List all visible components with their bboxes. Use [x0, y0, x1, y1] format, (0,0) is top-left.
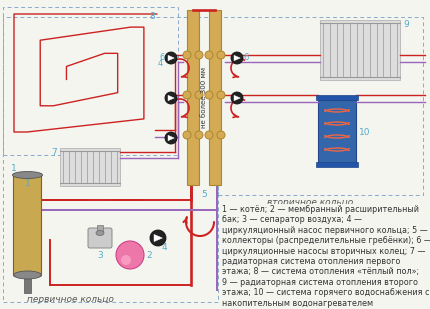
Circle shape [205, 91, 213, 99]
Polygon shape [234, 95, 240, 101]
Polygon shape [168, 95, 174, 101]
Text: 7: 7 [51, 148, 57, 157]
Bar [187, 10, 199, 185]
Circle shape [205, 51, 213, 59]
Bar [316, 162, 358, 167]
Circle shape [231, 92, 243, 104]
Text: 1: 1 [25, 179, 31, 188]
Circle shape [165, 132, 177, 144]
Circle shape [165, 52, 177, 64]
Bar [60, 148, 120, 186]
Circle shape [195, 91, 203, 99]
Circle shape [116, 241, 144, 269]
Bar [3, 7, 178, 155]
FancyBboxPatch shape [88, 228, 112, 248]
Text: 3: 3 [97, 251, 103, 260]
Text: 4: 4 [158, 59, 163, 68]
Polygon shape [168, 55, 174, 61]
Circle shape [231, 52, 243, 64]
Circle shape [217, 51, 225, 59]
Bar [209, 10, 221, 185]
Bar [97, 225, 103, 233]
Text: вторичное кольцо: вторичное кольцо [267, 198, 353, 207]
Circle shape [217, 91, 225, 99]
Text: 5: 5 [201, 190, 207, 199]
Bar [3, 17, 218, 302]
Text: 8: 8 [149, 12, 155, 21]
Text: не более 300 мм: не более 300 мм [201, 67, 207, 128]
Text: 9: 9 [403, 20, 409, 29]
Text: первичное кольцо: первичное кольцо [27, 295, 114, 304]
Circle shape [121, 255, 131, 265]
Text: 6: 6 [243, 53, 249, 62]
Ellipse shape [96, 231, 104, 235]
Circle shape [195, 51, 203, 59]
Bar [316, 95, 358, 100]
Polygon shape [234, 55, 240, 61]
Text: 4: 4 [162, 243, 168, 252]
Ellipse shape [14, 271, 41, 279]
Text: 2: 2 [146, 251, 152, 260]
Text: 6: 6 [160, 53, 165, 62]
Circle shape [205, 131, 213, 139]
FancyBboxPatch shape [13, 173, 42, 277]
Bar [218, 17, 423, 195]
Text: 1 — котёл; 2 — мембранный расширительный
бак; 3 — сепаратор воздуха; 4 —
циркуля: 1 — котёл; 2 — мембранный расширительный… [222, 205, 430, 307]
Bar [24, 275, 31, 293]
Ellipse shape [12, 171, 43, 179]
Text: 10: 10 [359, 128, 371, 137]
Circle shape [183, 131, 191, 139]
Bar [320, 20, 400, 80]
Circle shape [150, 230, 166, 246]
Text: 1: 1 [11, 164, 16, 173]
Polygon shape [154, 235, 163, 242]
Bar [318, 100, 356, 165]
Circle shape [165, 92, 177, 104]
Circle shape [183, 91, 191, 99]
Polygon shape [168, 135, 174, 141]
Circle shape [195, 131, 203, 139]
Circle shape [217, 131, 225, 139]
Circle shape [183, 51, 191, 59]
